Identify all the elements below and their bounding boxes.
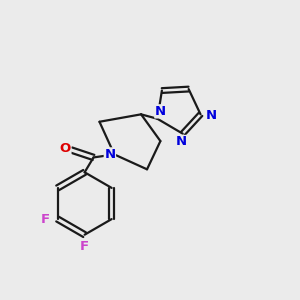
Text: N: N (176, 136, 187, 148)
Text: F: F (80, 239, 89, 253)
Text: N: N (206, 109, 217, 122)
Text: O: O (60, 142, 71, 155)
Text: N: N (155, 105, 166, 118)
Text: F: F (40, 213, 50, 226)
Text: N: N (104, 148, 116, 161)
